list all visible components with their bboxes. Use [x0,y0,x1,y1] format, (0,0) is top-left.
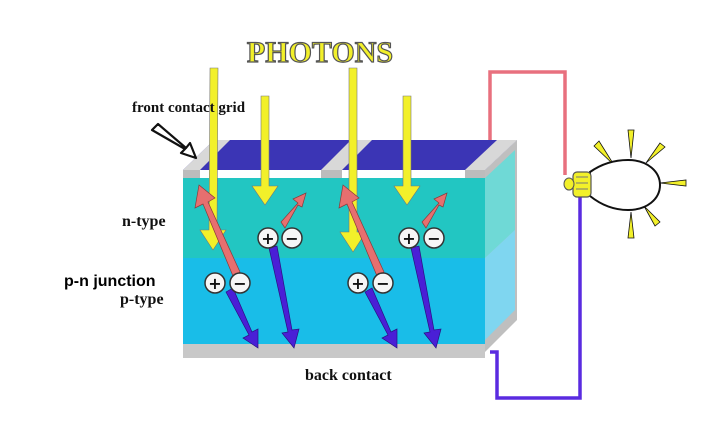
electron-arrow [225,287,259,349]
minus-sign: − [285,229,298,248]
contact-finger-1 [183,140,230,170]
photon-arrow [251,95,279,206]
hole-arrows [194,184,448,277]
contact-finger-2-front [321,170,342,178]
hole-arrow [338,184,385,277]
contact-finger-1-front [183,170,200,178]
plus-sign: + [208,274,221,293]
electron-arrow [268,245,300,349]
electron-arrow [410,245,442,349]
wire-top [488,70,567,175]
photon-arrow [339,67,367,253]
photon-arrow [393,95,421,206]
electron-arrow [364,287,398,349]
label-n-type: n-type [122,213,166,230]
charge-pair-2: + − [204,272,251,294]
contact-finger-3 [465,140,517,170]
minus-sign: − [376,274,389,293]
hole-arrow [280,192,307,229]
back-contact-layer [183,344,485,358]
plus-sign: + [351,274,364,293]
hole-arrow [194,184,241,277]
label-back-contact: back contact [305,367,392,384]
plus-sign: + [261,229,274,248]
minus-sign: − [427,229,440,248]
charge-pair-4: + − [347,272,394,294]
label-pn-junction: p-n junction [64,273,156,290]
label-front-contact: front contact grid [132,100,246,116]
contact-finger-3-front [465,170,485,178]
right-side-n [485,150,515,258]
hole-arrow [421,192,448,229]
charge-pair-1: + − [257,227,303,249]
minus-sign: − [233,274,246,293]
charge-pairs: + − + − + − + − [204,227,445,294]
plus-sign: + [402,229,415,248]
charge-pair-3: + − [398,227,445,249]
pointer-arrow-icon [150,122,198,160]
title-photons: PHOTONS [247,36,393,69]
electron-arrows [225,245,442,349]
contact-finger-2 [321,140,372,170]
right-side-p [485,230,515,340]
label-p-type: p-type [120,291,164,308]
photon-arrows [199,67,421,253]
light-bulb-icon [563,129,687,239]
wire-bottom [490,190,582,400]
